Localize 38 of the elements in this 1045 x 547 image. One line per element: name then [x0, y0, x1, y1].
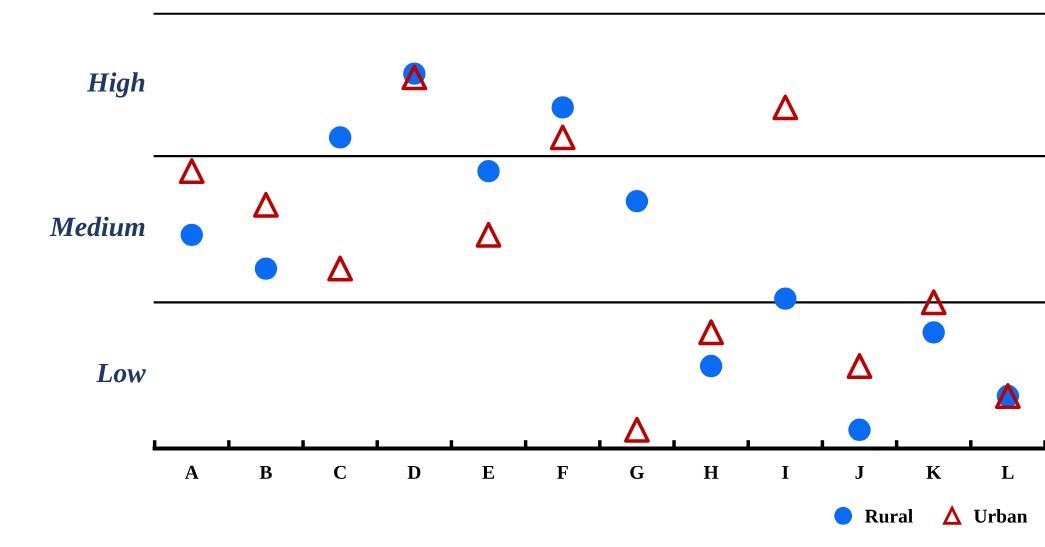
- x-tick-label: H: [703, 465, 719, 479]
- point: [699, 354, 723, 378]
- point: [772, 94, 799, 121]
- point: [549, 124, 576, 151]
- x-tick-label: F: [557, 465, 568, 479]
- x-tick-label: L: [1001, 465, 1014, 479]
- text: High: [86, 72, 145, 98]
- point: [922, 321, 945, 344]
- point: [623, 416, 650, 443]
- point: [475, 221, 502, 248]
- x-tick-label: I: [782, 465, 789, 479]
- point: [178, 158, 205, 185]
- x-tick-label: C: [334, 465, 346, 479]
- point: [551, 96, 574, 119]
- legend-label: Rural: [864, 509, 913, 523]
- point: [848, 418, 871, 441]
- point: [327, 255, 354, 282]
- point: [920, 289, 947, 316]
- point: [774, 287, 797, 310]
- point: [254, 257, 278, 280]
- point: [625, 189, 649, 213]
- x-tick-label: J: [855, 465, 864, 479]
- text: Medium: [49, 216, 145, 237]
- x-tick-label: D: [407, 465, 421, 479]
- x-tick-label: B: [259, 465, 272, 479]
- legend-label: Urban: [973, 509, 1028, 523]
- point: [401, 64, 428, 91]
- point: [846, 353, 873, 379]
- point: [328, 126, 352, 149]
- point: [180, 223, 203, 247]
- point: [253, 191, 279, 218]
- text: Low: [96, 363, 146, 383]
- x-tick-label: G: [630, 465, 644, 479]
- x-tick-label: K: [926, 465, 942, 479]
- x-tick-label: A: [184, 465, 199, 479]
- x-tick-label: E: [482, 465, 495, 479]
- point: [698, 319, 725, 346]
- point: [477, 159, 500, 183]
